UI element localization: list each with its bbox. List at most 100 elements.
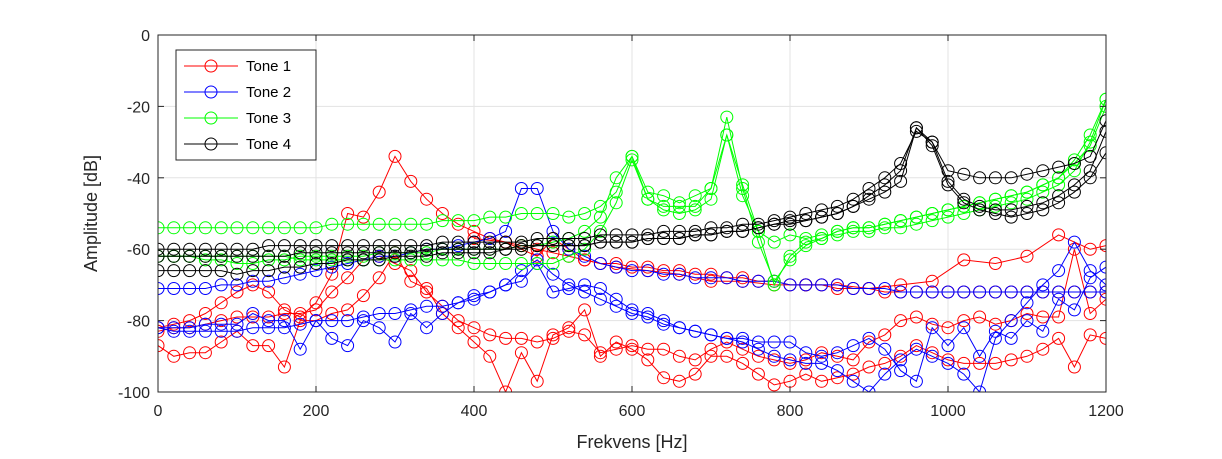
data-point (1052, 310, 1066, 324)
data-point (941, 353, 955, 367)
data-point (862, 189, 876, 203)
data-point (846, 374, 860, 388)
data-point (1004, 171, 1018, 185)
data-point (420, 282, 434, 295)
data-point (862, 182, 876, 195)
data-point (941, 339, 955, 353)
data-point (1083, 264, 1097, 278)
data-point (720, 221, 734, 235)
data-point (341, 239, 355, 253)
data-point (451, 235, 465, 249)
data-point (1052, 160, 1066, 174)
data-point (325, 253, 339, 267)
data-point (183, 324, 197, 338)
data-point (372, 253, 386, 267)
data-point (546, 267, 560, 281)
data-point (388, 249, 402, 263)
data-point (894, 278, 908, 292)
data-point (1083, 328, 1097, 342)
y-tick-label: 0 (141, 28, 150, 45)
data-point (973, 285, 987, 299)
data-point (546, 328, 560, 342)
data-point (657, 317, 671, 331)
data-point (1099, 239, 1106, 253)
data-point (641, 232, 655, 245)
data-point (356, 310, 370, 324)
data-point (925, 214, 939, 228)
data-point (158, 249, 165, 263)
data-point (183, 346, 197, 360)
data-point (973, 203, 987, 217)
data-point (420, 285, 434, 299)
data-point (657, 371, 671, 385)
data-point (483, 232, 497, 245)
data-point (198, 282, 212, 295)
data-point (530, 239, 544, 253)
data-point (546, 224, 560, 238)
data-point (783, 217, 797, 231)
data-point (167, 242, 181, 256)
data-point (957, 321, 971, 335)
data-point (925, 349, 939, 363)
data-point (1004, 331, 1018, 345)
data-point (862, 192, 876, 206)
y-axis-label: Amplitude [dB] (81, 155, 101, 272)
data-point (1099, 278, 1106, 292)
data-point (925, 207, 939, 220)
data-point (530, 257, 544, 270)
data-point (183, 314, 197, 328)
data-point (483, 257, 497, 270)
data-point (562, 278, 576, 292)
data-point (704, 267, 718, 281)
data-point (404, 174, 418, 188)
data-point (988, 356, 1002, 370)
data-point (1036, 178, 1050, 192)
data-point (372, 249, 386, 263)
data-point (530, 182, 544, 195)
data-point (672, 264, 686, 278)
data-point (1020, 207, 1034, 220)
data-point (167, 264, 181, 278)
data-point (309, 249, 323, 263)
data-point (214, 264, 228, 278)
data-point (499, 235, 513, 249)
legend-entry-label: Tone 1 (246, 58, 291, 75)
data-point (514, 235, 528, 249)
data-point (1020, 349, 1034, 363)
data-point (593, 346, 607, 360)
data-point (1067, 303, 1081, 317)
data-point (451, 246, 465, 260)
data-point (767, 335, 781, 349)
data-point (467, 289, 481, 303)
data-point (957, 314, 971, 328)
data-point (767, 274, 781, 288)
data-point (909, 210, 923, 224)
plot-area (158, 92, 1106, 392)
data-point (420, 246, 434, 260)
data-point (1036, 342, 1050, 356)
data-point (894, 221, 908, 235)
data-point (277, 260, 291, 274)
data-point (688, 271, 702, 285)
data-point (325, 314, 339, 328)
data-point (277, 307, 291, 320)
data-point (641, 260, 655, 274)
data-point (799, 353, 813, 367)
data-point (435, 235, 449, 249)
data-point (988, 257, 1002, 270)
data-point (356, 210, 370, 224)
data-point (325, 257, 339, 270)
data-point (830, 349, 844, 363)
data-point (688, 203, 702, 217)
data-point (262, 321, 276, 335)
data-point (198, 317, 212, 331)
data-point (1067, 242, 1081, 256)
data-point (214, 242, 228, 256)
data-point (641, 264, 655, 278)
data-point (1067, 235, 1081, 249)
data-point (214, 324, 228, 338)
data-point (167, 282, 181, 295)
data-point (1099, 124, 1106, 138)
data-point (799, 346, 813, 360)
data-point (435, 307, 449, 320)
